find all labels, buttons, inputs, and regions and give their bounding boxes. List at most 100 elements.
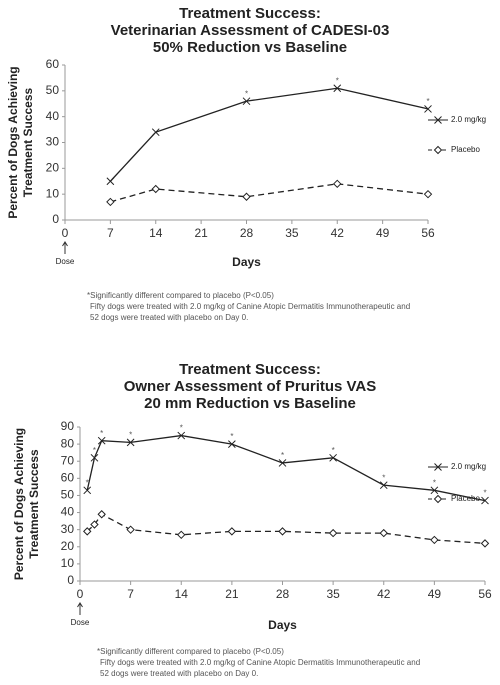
footnote: *Significantly different compared to pla…	[87, 291, 274, 300]
chart-title: 50% Reduction vs Baseline	[153, 39, 347, 56]
footnote: *Significantly different compared to pla…	[97, 647, 284, 656]
dose-arrowhead	[77, 602, 83, 608]
series-line	[86, 434, 486, 502]
y-tick-label: 0	[67, 573, 74, 587]
y-axis-label: Treatment Success	[21, 87, 35, 197]
marker	[278, 459, 287, 467]
y-tick-label: 90	[61, 419, 75, 433]
significance-marker: *	[129, 431, 132, 440]
x-tick-label: 28	[276, 587, 290, 601]
x-tick-label: 0	[77, 587, 84, 601]
marker	[106, 177, 115, 186]
legend-marker	[434, 463, 442, 471]
significance-marker: *	[426, 97, 429, 106]
y-tick-label: 50	[61, 488, 75, 502]
annotation: Dose	[56, 257, 75, 266]
marker	[333, 84, 342, 93]
marker	[430, 535, 439, 545]
y-axis-label: Percent of Dogs Achieving	[6, 66, 20, 218]
marker	[480, 539, 490, 548]
significance-marker: *	[382, 473, 385, 482]
significance-marker: *	[100, 429, 103, 438]
y-tick-label: 30	[61, 522, 75, 536]
chart-title: Treatment Success:	[179, 5, 321, 22]
marker	[430, 486, 439, 495]
y-axis-label: Treatment Success	[27, 449, 41, 559]
marker	[97, 510, 106, 519]
y-tick-label: 10	[46, 186, 60, 200]
marker	[423, 189, 433, 199]
marker	[228, 440, 236, 448]
significance-marker: *	[336, 76, 339, 85]
marker	[278, 527, 287, 536]
marker	[126, 438, 135, 447]
marker	[106, 197, 115, 207]
y-tick-label: 20	[46, 161, 60, 175]
significance-marker: *	[230, 432, 233, 441]
y-tick-label: 40	[61, 505, 75, 519]
y-tick-label: 60	[61, 471, 75, 485]
marker	[481, 496, 489, 505]
x-tick-label: 42	[377, 587, 391, 601]
x-tick-label: 21	[225, 587, 239, 601]
x-tick-label: 21	[194, 226, 208, 240]
y-tick-label: 60	[46, 57, 60, 71]
legend-marker	[433, 145, 443, 155]
y-tick-label: 40	[46, 109, 60, 123]
marker	[151, 184, 160, 194]
marker	[83, 527, 92, 536]
chart-title: Treatment Success:	[179, 361, 321, 378]
footnote: 52 dogs were treated with placebo on Day…	[100, 669, 258, 678]
x-tick-label: 56	[478, 587, 492, 601]
marker	[151, 128, 160, 137]
chart-title: Owner Assessment of Pruritus VAS	[124, 378, 377, 395]
legend-marker	[434, 116, 442, 124]
footnote: Fifty dogs were treated with 2.0 mg/kg o…	[100, 658, 420, 667]
significance-marker: *	[332, 446, 335, 455]
marker	[333, 179, 342, 189]
y-tick-label: 0	[52, 212, 59, 226]
legend-label: Placebo	[451, 494, 480, 503]
significance-marker: *	[86, 478, 89, 487]
marker	[242, 97, 251, 106]
legend-label: 2.0 mg/kg	[451, 462, 486, 471]
y-tick-label: 70	[61, 453, 75, 467]
dose-arrowhead	[62, 241, 68, 247]
x-tick-label: 35	[285, 226, 299, 240]
y-tick-label: 30	[46, 135, 60, 149]
x-axis-label: Days	[268, 618, 297, 632]
legend-label: 2.0 mg/kg	[451, 115, 486, 124]
legend-label: Placebo	[451, 145, 480, 154]
chart-title: Veterinarian Assessment of CADESI-03	[111, 22, 390, 39]
marker	[379, 481, 388, 490]
chart-title: 20 mm Reduction vs Baseline	[144, 395, 356, 412]
annotation: Dose	[71, 618, 90, 627]
marker	[424, 105, 432, 113]
legend-marker	[433, 494, 443, 504]
series-line	[110, 183, 429, 203]
marker	[90, 453, 99, 462]
marker	[90, 520, 99, 529]
x-tick-label: 14	[175, 587, 189, 601]
marker	[328, 528, 338, 538]
significance-marker: *	[483, 489, 486, 498]
x-tick-label: 28	[240, 226, 254, 240]
marker	[379, 528, 388, 538]
series-line	[86, 513, 486, 545]
marker	[126, 525, 135, 534]
x-tick-label: 42	[331, 226, 345, 240]
significance-marker: *	[433, 478, 436, 487]
marker	[177, 431, 186, 440]
x-tick-label: 7	[107, 226, 114, 240]
x-axis-label: Days	[232, 255, 261, 269]
y-tick-label: 80	[61, 436, 75, 450]
y-tick-label: 50	[46, 83, 60, 97]
x-tick-label: 35	[326, 587, 340, 601]
significance-marker: *	[93, 446, 96, 455]
marker	[329, 453, 337, 462]
x-tick-label: 14	[149, 226, 163, 240]
x-tick-label: 56	[421, 226, 435, 240]
x-tick-label: 49	[376, 226, 390, 240]
x-tick-label: 0	[62, 226, 69, 240]
